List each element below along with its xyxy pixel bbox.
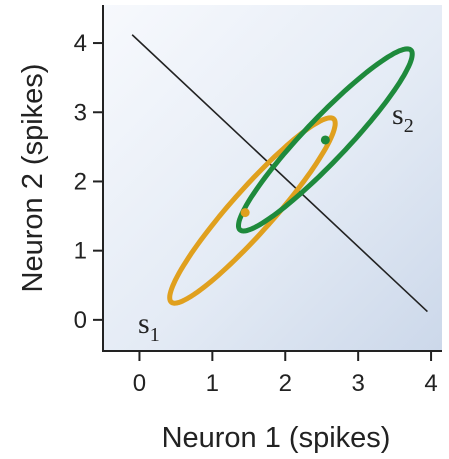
- x-axis-title: Neuron 1 (spikes): [162, 422, 391, 454]
- x-tick-label: 4: [424, 370, 437, 397]
- x-tick-label: 0: [133, 370, 146, 397]
- x-tick-label: 1: [206, 370, 219, 397]
- mean-point-s1: [240, 208, 250, 218]
- y-tick-label: 1: [74, 238, 87, 265]
- plot-content: [131, 34, 428, 313]
- x-axis-ticks: 0 1 2 3 4: [133, 351, 438, 397]
- mean-point-s2: [320, 135, 330, 145]
- ellipse-s1: [167, 115, 338, 306]
- label-s1: s1: [138, 307, 160, 346]
- decision-boundary-line: [131, 34, 428, 313]
- y-tick-label: 2: [74, 168, 87, 195]
- ellipse-s2: [236, 46, 415, 234]
- label-s2: s2: [392, 98, 414, 137]
- y-tick-label: 0: [74, 307, 87, 334]
- plot-background: [103, 5, 442, 350]
- y-tick-label: 3: [74, 99, 87, 126]
- x-tick-label: 3: [351, 370, 364, 397]
- y-axis-title: Neuron 2 (spikes): [17, 64, 49, 293]
- x-tick-label: 2: [279, 370, 292, 397]
- y-axis-ticks: 0 1 2 3 4: [74, 30, 103, 334]
- y-tick-label: 4: [74, 30, 87, 57]
